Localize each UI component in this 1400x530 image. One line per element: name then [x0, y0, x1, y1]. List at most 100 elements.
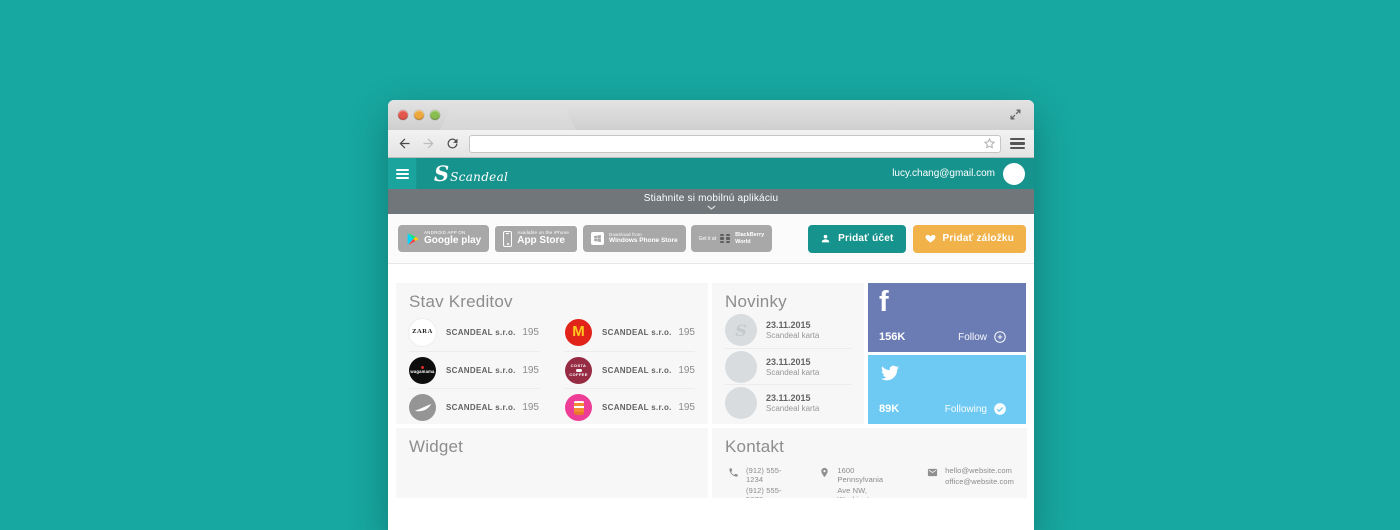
app-header: S Scandeal lucy.chang@gmail.com [388, 158, 1034, 189]
news-text: Scandeal karta [766, 367, 820, 377]
mcdonalds-logo-icon: M [565, 319, 592, 346]
zara-logo-icon: ZARA [409, 319, 436, 346]
add-account-button[interactable]: Pridať účet [808, 224, 906, 253]
check-circle-icon [994, 403, 1006, 415]
facebook-box[interactable]: f 156K Follow [868, 283, 1026, 352]
credit-value: 195 [678, 327, 695, 338]
credit-value: 195 [678, 401, 695, 413]
widget-card: Widget [396, 428, 708, 498]
phone-icon [729, 468, 738, 477]
news-item[interactable]: S 23.11.2015 Scandeal karta [725, 312, 851, 348]
badge-line3: World [735, 238, 751, 245]
browser-menu-icon[interactable] [1010, 137, 1025, 150]
store-badge-bar: ANDROID APP ON Google play Available on … [388, 214, 1034, 264]
blackberry-icon [720, 233, 731, 244]
credit-row-mcdonalds[interactable]: M SCANDEAL s.r.o. 195 [565, 314, 695, 351]
chevron-down-icon [706, 205, 716, 210]
app-menu-button[interactable] [388, 158, 417, 189]
address-input[interactable] [478, 138, 983, 149]
news-title: Novinky [725, 292, 787, 311]
news-text: Scandeal karta [766, 403, 820, 413]
address-line: Ave NW, Washington [837, 486, 877, 498]
app-logo[interactable]: S Scandeal [434, 163, 508, 184]
email-address[interactable]: hello@website.com [945, 466, 1012, 475]
credit-value: 195 [522, 401, 539, 413]
credits-title: Stav Kreditov [409, 292, 513, 311]
add-account-label: Pridať účet [838, 233, 894, 244]
address-line: 1600 Pennsylvania [837, 466, 884, 484]
windows-phone-badge[interactable]: Download from Windows Phone Store [583, 225, 686, 252]
contact-title: Kontakt [725, 437, 785, 456]
credit-company: SCANDEAL s.r.o. [602, 402, 672, 412]
news-date: 23.11.2015 [766, 320, 811, 330]
plus-circle-icon [994, 331, 1006, 343]
user-email[interactable]: lucy.chang@gmail.com [892, 168, 995, 179]
credit-row-costa[interactable]: COSTA COFFEE SCANDEAL s.r.o. 195 [565, 351, 695, 388]
badge-line1: ANDROID APP ON [423, 230, 466, 236]
facebook-follow-button[interactable]: Follow [958, 330, 1007, 344]
credit-company: SCANDEAL s.r.o. [602, 365, 672, 375]
widget-title: Widget [409, 437, 464, 456]
google-play-badge[interactable]: ANDROID APP ON Google play [397, 225, 490, 252]
forward-icon[interactable] [421, 136, 436, 151]
news-date: 23.11.2015 [766, 356, 811, 367]
blackberry-badge[interactable]: Get it at BlackBerry World [690, 225, 773, 252]
badge-line1: Get it at [698, 235, 717, 242]
reload-icon[interactable] [445, 136, 460, 151]
credit-row-nike[interactable]: SCANDEAL s.r.o. 195 [409, 388, 539, 424]
email-address[interactable]: office@website.com [945, 477, 1014, 486]
address-bar[interactable] [469, 134, 1001, 153]
hamburger-icon [395, 168, 409, 179]
page-content: Stav Kreditov ZARA SCANDEAL s.r.o. 195 w… [388, 264, 1034, 498]
add-bookmark-button[interactable]: Pridať záložku [912, 224, 1026, 253]
costa-coffee-logo-icon: COSTA COFFEE [565, 356, 592, 384]
credit-company: SCANDEAL s.r.o. [602, 328, 672, 337]
nike-logo-icon [409, 393, 436, 421]
badge-line2: Windows Phone Store [609, 237, 678, 245]
dunkin-logo-icon [565, 393, 592, 421]
close-window-button[interactable] [398, 110, 408, 120]
maximize-window-button[interactable] [430, 110, 440, 120]
location-pin-icon [821, 467, 829, 478]
twitter-box[interactable]: 89K Following [868, 355, 1026, 424]
badge-line2: Google play [423, 235, 482, 247]
badge-line2: BlackBerry [735, 231, 765, 238]
logo-wordmark: Scandeal [450, 170, 509, 184]
news-item[interactable]: 23.11.2015 Scandeal karta [725, 348, 851, 384]
resize-icon[interactable] [1009, 108, 1022, 121]
credit-company: SCANDEAL s.r.o. [446, 328, 516, 337]
news-item[interactable]: 23.11.2015 Scandeal karta [725, 384, 851, 420]
traffic-lights [398, 110, 440, 120]
app-store-badge[interactable]: Available on the iPhone App Store [494, 224, 579, 253]
credit-value: 195 [678, 364, 695, 376]
news-text: Scandeal karta [766, 331, 820, 340]
credit-row-wagamama[interactable]: wagamama SCANDEAL s.r.o. 195 [409, 351, 539, 388]
back-icon[interactable] [397, 136, 412, 151]
news-card: Novinky S 23.11.2015 Scandeal karta 23.1… [712, 283, 864, 424]
bookmark-star-icon[interactable] [983, 137, 996, 150]
credit-company: SCANDEAL s.r.o. [446, 365, 516, 375]
browser-tab[interactable] [440, 108, 576, 130]
news-avatar-icon: S [725, 314, 757, 346]
credits-card: Stav Kreditov ZARA SCANDEAL s.r.o. 195 w… [396, 283, 708, 424]
badge-line2: App Store [517, 235, 565, 247]
phone-number[interactable]: (912) 555-1234 [746, 466, 782, 484]
news-date: 23.11.2015 [766, 392, 811, 403]
mobile-app-banner[interactable]: Stiahnite si mobilnú aplikáciu [388, 189, 1034, 214]
minimize-window-button[interactable] [414, 110, 424, 120]
banner-text: Stiahnite si mobilnú aplikáciu [643, 193, 779, 204]
facebook-count: 156K [879, 331, 906, 343]
credit-company: SCANDEAL s.r.o. [446, 402, 516, 412]
twitter-following-button[interactable]: Following [945, 402, 1007, 416]
logo-initial: S [434, 161, 450, 186]
windows-icon [591, 232, 605, 245]
credit-row-dunkin[interactable]: SCANDEAL s.r.o. 195 [565, 388, 695, 424]
avatar[interactable] [1003, 162, 1025, 185]
credit-row-zara[interactable]: ZARA SCANDEAL s.r.o. 195 [409, 314, 539, 351]
phone-number[interactable]: (912) 555-5678 [746, 486, 782, 498]
news-avatar-icon [725, 350, 757, 383]
credit-value: 195 [522, 327, 539, 338]
twitter-count: 89K [879, 403, 900, 415]
twitter-icon [881, 365, 899, 381]
envelope-icon [928, 468, 938, 477]
